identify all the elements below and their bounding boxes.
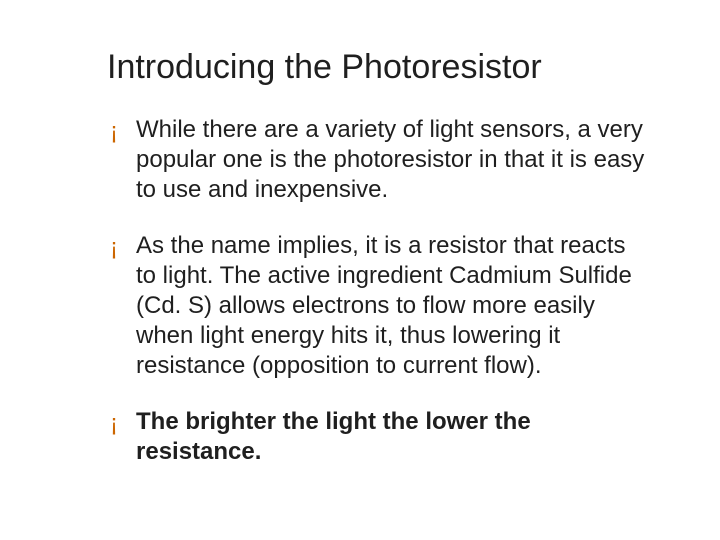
- bullet-item: ¡ The brighter the light the lower the re…: [110, 407, 648, 467]
- slide-title: Introducing the Photoresistor: [107, 48, 648, 87]
- bullet-item: ¡ While there are a variety of light sens…: [110, 115, 648, 205]
- bullet-text: As the name implies, it is a resistor th…: [136, 231, 648, 381]
- bullet-marker-icon: ¡: [110, 407, 118, 439]
- bullet-list: ¡ While there are a variety of light sens…: [110, 115, 648, 467]
- bullet-marker-icon: ¡: [110, 115, 118, 147]
- bullet-marker-icon: ¡: [110, 231, 118, 263]
- bullet-text: The brighter the light the lower the res…: [136, 407, 648, 467]
- bullet-item: ¡ As the name implies, it is a resistor t…: [110, 231, 648, 381]
- slide: Introducing the Photoresistor ¡ While the…: [0, 0, 720, 540]
- bullet-text: While there are a variety of light senso…: [136, 115, 648, 205]
